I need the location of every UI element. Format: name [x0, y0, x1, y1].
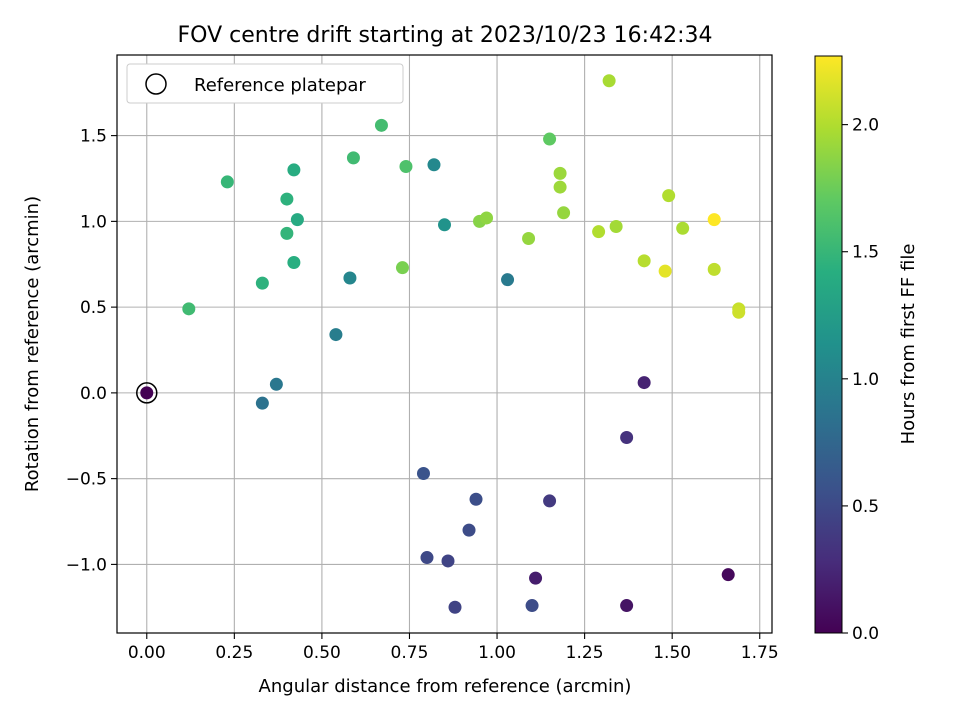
y-tick-label: −1.0 — [66, 555, 107, 575]
scatter-point — [522, 232, 536, 246]
scatter-point — [676, 221, 690, 235]
y-tick-label: 1.5 — [80, 127, 107, 147]
scatter-point — [448, 600, 462, 614]
scatter-point — [290, 213, 304, 227]
x-tick-label: 1.25 — [566, 643, 604, 663]
scatter-point — [438, 218, 451, 232]
x-tick-label: 0.50 — [303, 643, 341, 663]
scatter-point — [346, 151, 360, 165]
chart-title: FOV centre drift starting at 2023/10/23 … — [178, 23, 713, 48]
scatter-point — [501, 273, 515, 287]
scatter-point — [255, 396, 269, 410]
scatter-point — [427, 158, 441, 172]
scatter-point — [620, 599, 634, 613]
y-axis-ticks: −1.0 −0.5 0.0 0.5 1.0 1.5 — [66, 127, 117, 575]
scatter-point — [395, 261, 409, 275]
y-axis-label: Rotation from reference (arcmin) — [22, 196, 43, 492]
x-tick-label: 0.75 — [391, 643, 429, 663]
scatter-points — [140, 74, 746, 614]
scatter-point — [658, 264, 672, 278]
scatter-point — [732, 305, 746, 319]
scatter-point — [553, 166, 567, 180]
scatter-point — [553, 180, 567, 194]
scatter-point — [329, 328, 343, 342]
colorbar-tick-label: 1.5 — [852, 243, 879, 263]
scatter-point — [525, 599, 539, 613]
y-tick-label: 0.0 — [80, 384, 107, 404]
scatter-point — [374, 118, 388, 132]
x-axis-label: Angular distance from reference (arcmin) — [259, 676, 632, 697]
colorbar: 0.0 0.5 1.0 1.5 2.0 Hours from first FF file — [814, 55, 919, 644]
y-tick-label: −0.5 — [66, 470, 107, 490]
scatter-point — [420, 551, 434, 565]
scatter-point — [592, 225, 606, 239]
scatter-point — [557, 206, 571, 220]
scatter-point — [529, 571, 543, 585]
scatter-point — [399, 159, 413, 173]
colorbar-tick-label: 0.0 — [852, 624, 879, 644]
scatter-point — [441, 554, 455, 568]
grid-lines — [117, 55, 772, 633]
legend-entry-label: Reference platepar — [194, 75, 366, 96]
scatter-point — [269, 377, 283, 391]
scatter-point — [287, 256, 301, 270]
x-tick-label: 1.00 — [478, 643, 516, 663]
scatter-point — [620, 430, 634, 444]
legend: Reference platepar — [126, 63, 404, 104]
colorbar-tick-label: 0.5 — [852, 497, 879, 517]
x-axis-ticks: 0.00 0.25 0.50 0.75 1.00 1.25 1.50 1.75 — [128, 633, 779, 663]
scatter-point — [220, 175, 234, 189]
plot-frame — [116, 54, 773, 634]
scatter-point — [609, 220, 623, 234]
scatter-point — [469, 492, 483, 506]
scatter-point — [602, 74, 616, 88]
y-tick-label: 1.0 — [80, 212, 107, 232]
colorbar-tick-label: 1.0 — [852, 370, 879, 390]
x-tick-label: 1.75 — [741, 643, 779, 663]
x-tick-label: 1.50 — [653, 643, 691, 663]
x-tick-label: 0.25 — [215, 643, 253, 663]
scatter-point — [182, 302, 196, 316]
scatter-point — [140, 386, 154, 400]
scatter-point — [462, 523, 476, 537]
y-tick-label: 0.5 — [80, 298, 107, 318]
scatter-point — [480, 211, 494, 225]
scatter-point — [637, 254, 651, 268]
reference-platepar-marker — [136, 382, 158, 404]
colorbar-ticks: 0.0 0.5 1.0 1.5 2.0 — [842, 116, 879, 644]
scatter-point — [543, 132, 557, 146]
colorbar-tick-label: 2.0 — [852, 116, 879, 136]
scatter-point — [287, 163, 301, 177]
legend-reference-marker — [145, 73, 167, 95]
scatter-point — [343, 271, 357, 285]
colorbar-label: Hours from first FF file — [898, 244, 919, 445]
scatter-point — [416, 466, 430, 480]
scatter-point — [543, 494, 557, 508]
scatter-point — [280, 192, 294, 206]
colorbar-gradient — [814, 55, 843, 634]
x-tick-label: 0.00 — [128, 643, 166, 663]
legend-box — [126, 63, 404, 104]
plot-area — [116, 54, 773, 634]
scatter-point — [662, 189, 676, 203]
scatter-point — [707, 213, 721, 227]
scatter-point — [707, 262, 721, 276]
scatter-point — [721, 568, 735, 582]
scatter-point — [255, 276, 269, 290]
scatter-point — [637, 376, 651, 390]
scatter-point — [280, 226, 294, 240]
